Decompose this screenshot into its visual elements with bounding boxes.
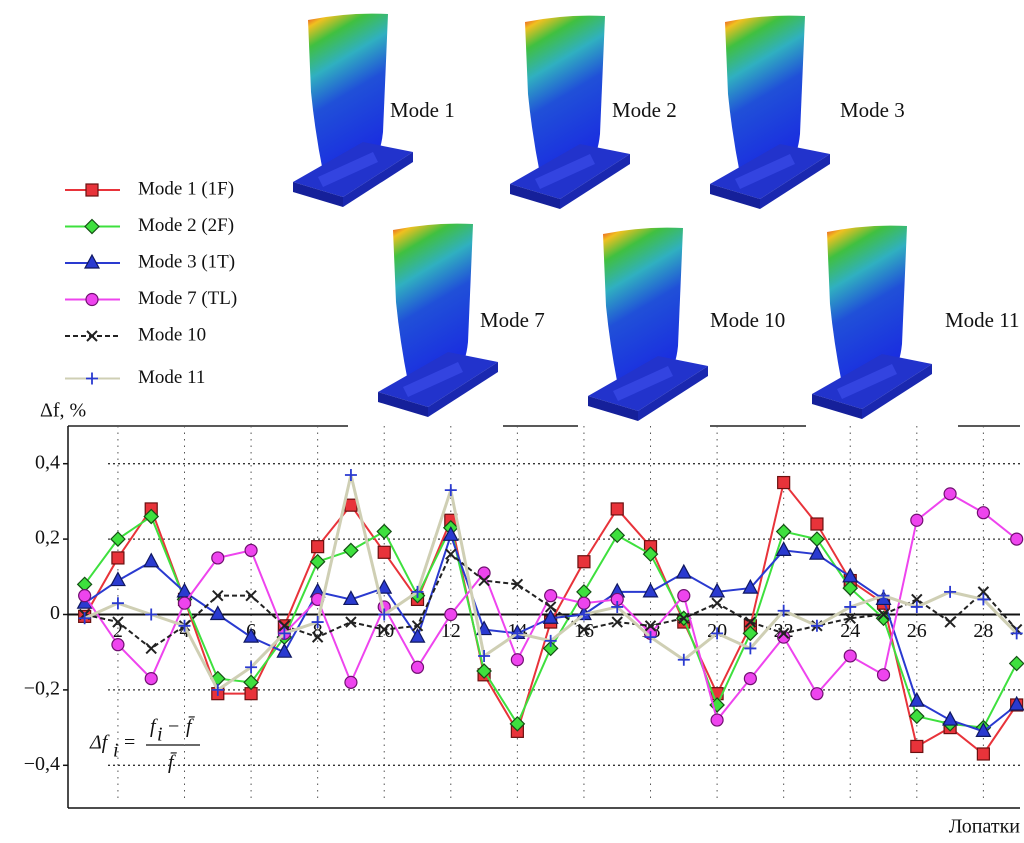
point (945, 617, 955, 627)
mode-label: Mode 2 (612, 98, 677, 122)
mode-shape-images (293, 14, 932, 421)
formula-text: = (124, 732, 135, 754)
point (844, 650, 856, 662)
point (112, 639, 124, 651)
chart: Mode 1 Mode 2 Mode 3 Mode 7 Mode 10 Mode… (0, 0, 1024, 843)
point (943, 712, 957, 725)
x-tick-label: 28 (973, 620, 993, 642)
point (944, 586, 956, 598)
legend-label: Mode 11 (138, 367, 205, 388)
y-tick-label: 0,2 (35, 527, 60, 549)
mode-label: Mode 7 (480, 308, 545, 332)
x-axis-label: Лопатки (949, 816, 1021, 838)
legend-marker (86, 294, 98, 306)
x-tick-label: 26 (907, 620, 927, 642)
point (377, 525, 391, 539)
y-tick-label: 0,4 (35, 451, 60, 473)
point (844, 601, 856, 613)
point (378, 546, 390, 558)
point (977, 507, 989, 519)
point (878, 669, 890, 681)
legend-marker (86, 184, 98, 196)
series-line (85, 535, 1017, 731)
point (245, 544, 257, 556)
mode-label: Mode 3 (840, 98, 905, 122)
point (712, 598, 722, 608)
point (145, 673, 157, 685)
point (545, 590, 557, 602)
point (179, 597, 191, 609)
point (610, 528, 624, 542)
point (445, 609, 457, 621)
point (644, 584, 658, 597)
legend-label: Mode 10 (138, 324, 206, 345)
point (111, 532, 125, 546)
point (344, 543, 358, 557)
x-tick-label: 24 (840, 620, 860, 642)
point (112, 597, 124, 609)
point (111, 573, 125, 586)
series-line (85, 475, 1017, 690)
point (911, 514, 923, 526)
blade-image (588, 228, 708, 421)
formula-text: − (168, 716, 179, 738)
point (79, 590, 91, 602)
point (345, 676, 357, 688)
y-tick-label: −0,2 (24, 677, 60, 699)
point (345, 499, 357, 511)
legend-label: Mode 2 (2F) (138, 215, 234, 236)
legend-marker (87, 331, 97, 341)
y-tick-label: 0 (50, 602, 60, 624)
legend-marker (85, 220, 99, 234)
formula-text: f̄ (186, 716, 195, 738)
point (678, 590, 690, 602)
point (578, 597, 590, 609)
mode-label: Mode 11 (945, 308, 1019, 332)
point (811, 518, 823, 530)
legend-label: Mode 7 (TL) (138, 288, 237, 309)
point (911, 740, 923, 752)
point (213, 591, 223, 601)
point (112, 552, 124, 564)
legend-marker (85, 255, 99, 268)
point (144, 554, 158, 567)
x-tick-label: 12 (441, 620, 461, 642)
legend-marker (86, 373, 98, 385)
series (79, 469, 1023, 696)
point (345, 469, 357, 481)
y-tick-label: −0,4 (24, 753, 60, 775)
point (412, 661, 424, 673)
legend-label: Mode 1 (1F) (138, 178, 234, 199)
point (1010, 657, 1024, 671)
point (677, 565, 691, 578)
x-tick-label: 16 (574, 620, 594, 642)
point (145, 609, 157, 621)
point (578, 556, 590, 568)
formula-text: Δf (89, 732, 110, 754)
point (811, 688, 823, 700)
point (944, 488, 956, 500)
point (146, 643, 156, 653)
point (611, 503, 623, 515)
point (744, 673, 756, 685)
point (212, 552, 224, 564)
y-axis-label: Δf, % (40, 400, 86, 422)
point (711, 714, 723, 726)
blade-image (710, 16, 830, 209)
point (511, 654, 523, 666)
point (246, 591, 256, 601)
mode-label: Mode 1 (390, 98, 455, 122)
formula-text: i (157, 724, 163, 746)
point (778, 477, 790, 489)
blade-image (812, 226, 932, 419)
point (445, 484, 457, 496)
point (977, 748, 989, 760)
mode-label: Mode 10 (710, 308, 785, 332)
point (777, 525, 791, 539)
point (211, 607, 225, 620)
point (312, 541, 324, 553)
point (1011, 533, 1023, 545)
formula-text: f̄ (168, 752, 177, 774)
legend-label: Mode 3 (1T) (138, 251, 235, 272)
